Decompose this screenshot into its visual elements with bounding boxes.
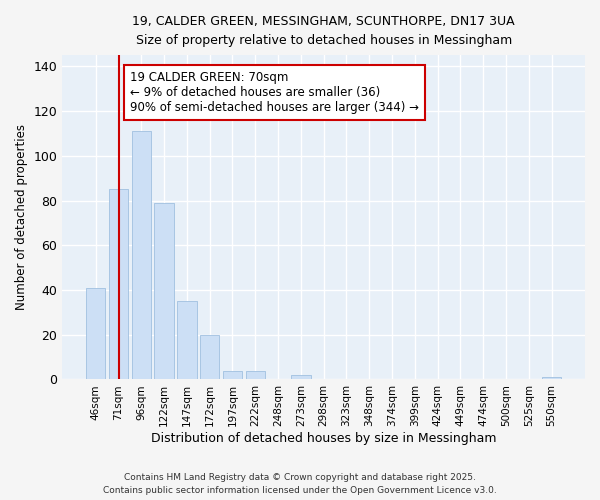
Bar [177, 301, 197, 380]
Bar [223, 370, 242, 380]
Text: 19 CALDER GREEN: 70sqm
← 9% of detached houses are smaller (36)
90% of semi-deta: 19 CALDER GREEN: 70sqm ← 9% of detached … [130, 71, 419, 114]
Text: Contains HM Land Registry data © Crown copyright and database right 2025.
Contai: Contains HM Land Registry data © Crown c… [103, 474, 497, 495]
Bar [200, 334, 220, 380]
X-axis label: Distribution of detached houses by size in Messingham: Distribution of detached houses by size … [151, 432, 496, 445]
Title: 19, CALDER GREEN, MESSINGHAM, SCUNTHORPE, DN17 3UA
Size of property relative to : 19, CALDER GREEN, MESSINGHAM, SCUNTHORPE… [133, 15, 515, 47]
Bar [542, 377, 561, 380]
Y-axis label: Number of detached properties: Number of detached properties [15, 124, 28, 310]
Bar [291, 375, 311, 380]
Bar [245, 370, 265, 380]
Bar [109, 190, 128, 380]
Bar [86, 288, 106, 380]
Bar [131, 131, 151, 380]
Bar [154, 202, 174, 380]
